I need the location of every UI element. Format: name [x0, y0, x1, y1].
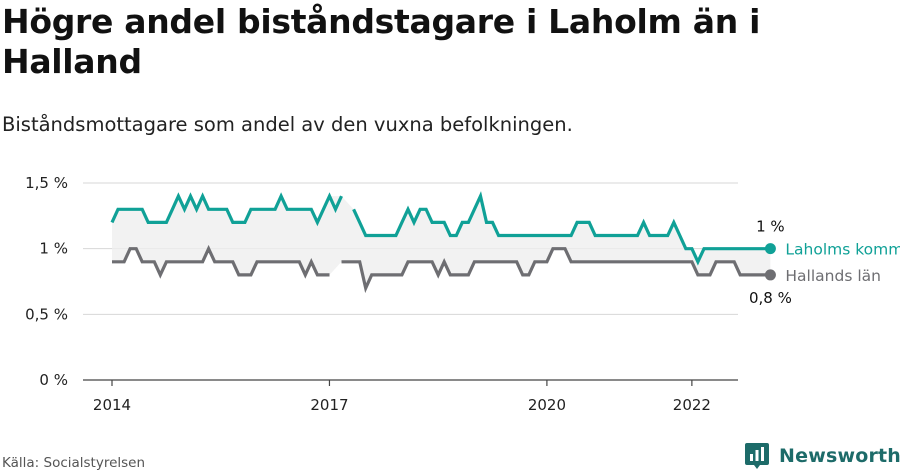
x-tick-label: 2017 [310, 396, 348, 414]
source-note: Källa: Socialstyrelsen [2, 455, 146, 471]
x-tick-label: 2022 [673, 396, 711, 414]
brand-name: Newsworthy [779, 445, 900, 467]
x-tick-label: 2020 [528, 396, 566, 414]
chart-title: Högre andel biståndstagare i Laholm än i… [2, 2, 761, 81]
y-tick-label: 0 % [39, 371, 68, 389]
y-tick-label: 1,5 % [25, 174, 68, 192]
series-name-label: Laholms kommun [785, 241, 900, 259]
newsworthy-logo-icon [745, 443, 769, 469]
range-band [112, 196, 771, 289]
series-endpoints: Laholms kommun1 % Hallands län 0,8 % [749, 218, 900, 307]
series-line-halland [112, 244, 771, 294]
y-tick-label: 1 % [39, 240, 68, 258]
series-name-label: Hallands län [785, 267, 881, 285]
x-ticks: 2014 2017 2020 2022 [93, 380, 711, 414]
series-endpoint-laholm [764, 243, 776, 255]
series-value-label: 0,8 % [749, 289, 792, 307]
series-line-laholm [110, 191, 771, 266]
newsworthy-brand[interactable]: Newsworthy [744, 441, 900, 471]
series-value-label: 1 % [756, 218, 785, 236]
series-lines [110, 191, 771, 294]
series-endpoint-halland [764, 269, 776, 281]
x-tick-label: 2014 [93, 396, 131, 414]
y-tick-label: 0,5 % [25, 305, 68, 323]
chart-subtitle: Biståndsmottagare som andel av den vuxna… [2, 113, 573, 136]
y-tick-labels: 0 % 0,5 % 1 % 1,5 % [25, 174, 68, 389]
